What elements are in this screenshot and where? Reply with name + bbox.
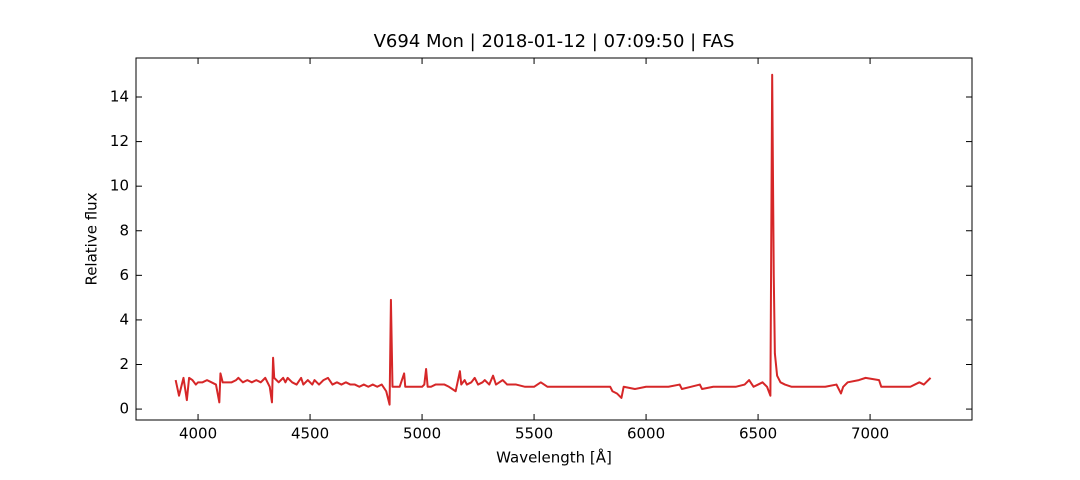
y-tick-label: 8 bbox=[119, 221, 129, 239]
y-tick-label: 2 bbox=[119, 355, 129, 373]
y-tick-label: 0 bbox=[119, 400, 129, 418]
x-axis-label: Wavelength [Å] bbox=[496, 448, 612, 467]
y-tick-label: 14 bbox=[110, 88, 129, 106]
y-tick-label: 6 bbox=[119, 266, 129, 284]
x-tick-label: 6500 bbox=[739, 425, 777, 443]
x-tick-label: 4000 bbox=[179, 425, 217, 443]
spectrum-line bbox=[174, 73, 932, 406]
x-tick-label: 5500 bbox=[515, 425, 553, 443]
y-axis-label: Relative flux bbox=[83, 192, 101, 285]
chart-title: V694 Mon | 2018-01-12 | 07:09:50 | FAS bbox=[374, 31, 735, 52]
x-tick-label: 5000 bbox=[403, 425, 441, 443]
y-tick-label: 12 bbox=[110, 132, 129, 150]
x-tick-label: 6000 bbox=[627, 425, 665, 443]
plot-frame bbox=[135, 57, 973, 421]
x-tick-label: 4500 bbox=[291, 425, 329, 443]
y-tick-label: 10 bbox=[110, 177, 129, 195]
y-tick-label: 4 bbox=[119, 310, 129, 328]
x-tick-label: 7000 bbox=[851, 425, 889, 443]
